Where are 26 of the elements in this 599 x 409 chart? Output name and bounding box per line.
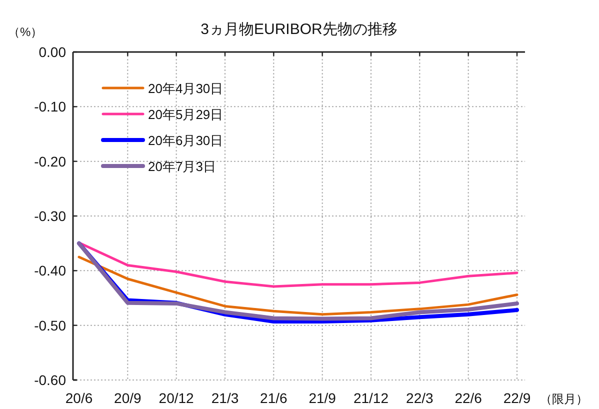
x-tick-label: 22/6 — [454, 390, 482, 406]
x-tick-label: 20/9 — [114, 390, 142, 406]
y-tick-label: 0.00 — [38, 44, 66, 60]
x-tick-label: 21/3 — [211, 390, 239, 406]
x-tick-label: 20/12 — [158, 390, 194, 406]
y-axis-title: （%） — [8, 25, 43, 39]
y-tick-label: -0.60 — [34, 372, 66, 388]
y-tick-label: -0.20 — [34, 153, 66, 170]
chart-title: 3ヵ月物EURIBOR先物の推移 — [200, 21, 398, 38]
legend-label: 20年5月29日 — [148, 107, 224, 122]
y-tick-label: -0.30 — [34, 208, 66, 224]
x-tick-label: 22/9 — [503, 390, 531, 406]
x-tick-label: 21/6 — [260, 390, 288, 406]
x-axis-title: （限月） — [540, 392, 588, 406]
x-tick-label: 20/6 — [65, 390, 93, 406]
x-tick-label: 22/3 — [406, 390, 434, 406]
legend-label: 20年4月30日 — [148, 81, 224, 96]
y-tick-label: -0.40 — [34, 262, 66, 279]
x-tick-label: 21/12 — [353, 390, 389, 406]
legend-label: 20年7月3日 — [148, 159, 216, 174]
legend-label: 20年6月30日 — [148, 133, 224, 148]
line-series — [78, 256, 518, 316]
y-tick-label: -0.10 — [34, 98, 66, 115]
line-series — [78, 242, 518, 288]
y-tick-label: -0.50 — [34, 317, 66, 334]
x-tick-label: 21/9 — [308, 390, 336, 406]
